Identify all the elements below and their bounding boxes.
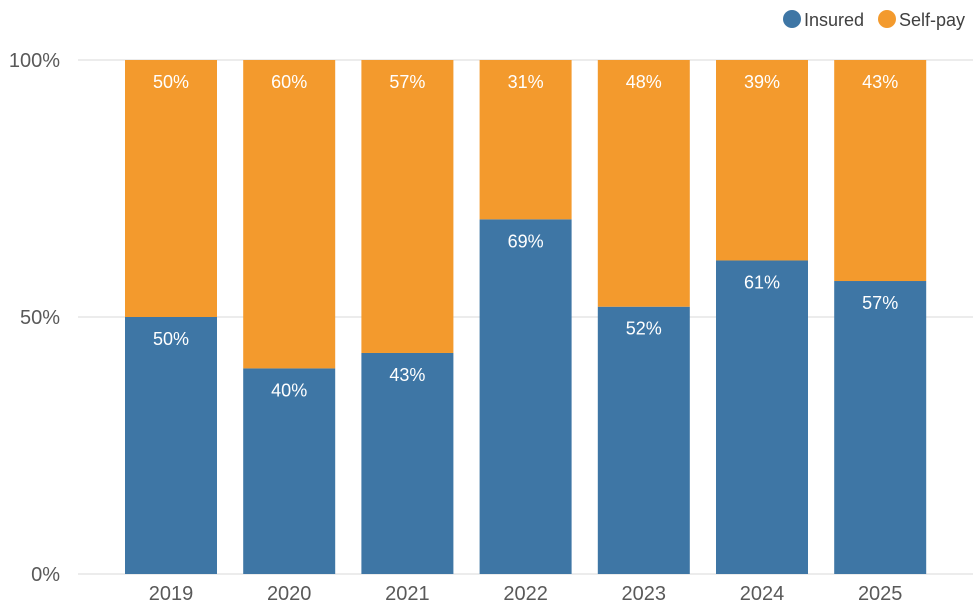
data-labels: 50% 50% 40% 60% 43% 57% 69% 31% 52% 48% 61% 39% 57% 4… (153, 72, 898, 400)
bar-self-pay-2020 (243, 60, 336, 369)
y-tick-label: 50% (20, 307, 60, 329)
bar-self-pay-2023 (597, 60, 690, 307)
bar-self-pay-2024 (716, 60, 808, 261)
x-tick-label: 2022 (503, 583, 548, 605)
data-label-self-pay-2024: 39% (744, 72, 780, 92)
data-label-self-pay-2019: 50% (153, 72, 189, 92)
bar-insured-2023 (597, 306, 690, 574)
data-label-insured-2022: 69% (508, 231, 544, 251)
legend: Insured Self-pay (783, 10, 965, 30)
bars (125, 60, 927, 574)
bar-insured-2025 (834, 281, 927, 574)
bar-self-pay-2019 (125, 60, 217, 317)
data-label-self-pay-2023: 48% (626, 72, 662, 92)
x-tick-label: 2020 (267, 583, 312, 605)
bar-self-pay-2021 (361, 60, 454, 353)
data-label-insured-2019: 50% (153, 329, 189, 349)
bar-insured-2024 (716, 260, 808, 574)
data-label-insured-2023: 52% (626, 319, 662, 339)
bar-insured-2020 (243, 368, 336, 574)
data-label-self-pay-2021: 57% (389, 72, 425, 92)
legend-marker-insured (783, 10, 801, 28)
x-tick-label: 2023 (622, 583, 667, 605)
legend-marker-self-pay (878, 10, 896, 28)
data-label-insured-2021: 43% (389, 365, 425, 385)
data-label-insured-2020: 40% (271, 380, 307, 400)
bar-self-pay-2025 (834, 60, 927, 282)
x-tick-label: 2021 (385, 583, 430, 605)
legend-label-insured: Insured (804, 10, 864, 30)
legend-label-self-pay: Self-pay (899, 10, 965, 30)
data-label-insured-2024: 61% (744, 272, 780, 292)
x-tick-label: 2019 (149, 583, 194, 605)
bar-insured-2021 (361, 352, 454, 574)
bar-insured-2022 (479, 219, 572, 574)
axes: 0% 50% 100% 2019 2020 2021 2022 2023 2024 2025 (9, 50, 903, 605)
y-tick-label: 100% (9, 50, 60, 72)
data-label-self-pay-2020: 60% (271, 72, 307, 92)
y-tick-label: 0% (31, 564, 60, 586)
data-label-self-pay-2022: 31% (508, 72, 544, 92)
bar-insured-2019 (125, 317, 217, 574)
x-tick-label: 2024 (740, 583, 785, 605)
bar-self-pay-2022 (479, 60, 572, 220)
data-label-insured-2025: 57% (862, 293, 898, 313)
data-label-self-pay-2025: 43% (862, 72, 898, 92)
x-tick-label: 2025 (858, 583, 903, 605)
